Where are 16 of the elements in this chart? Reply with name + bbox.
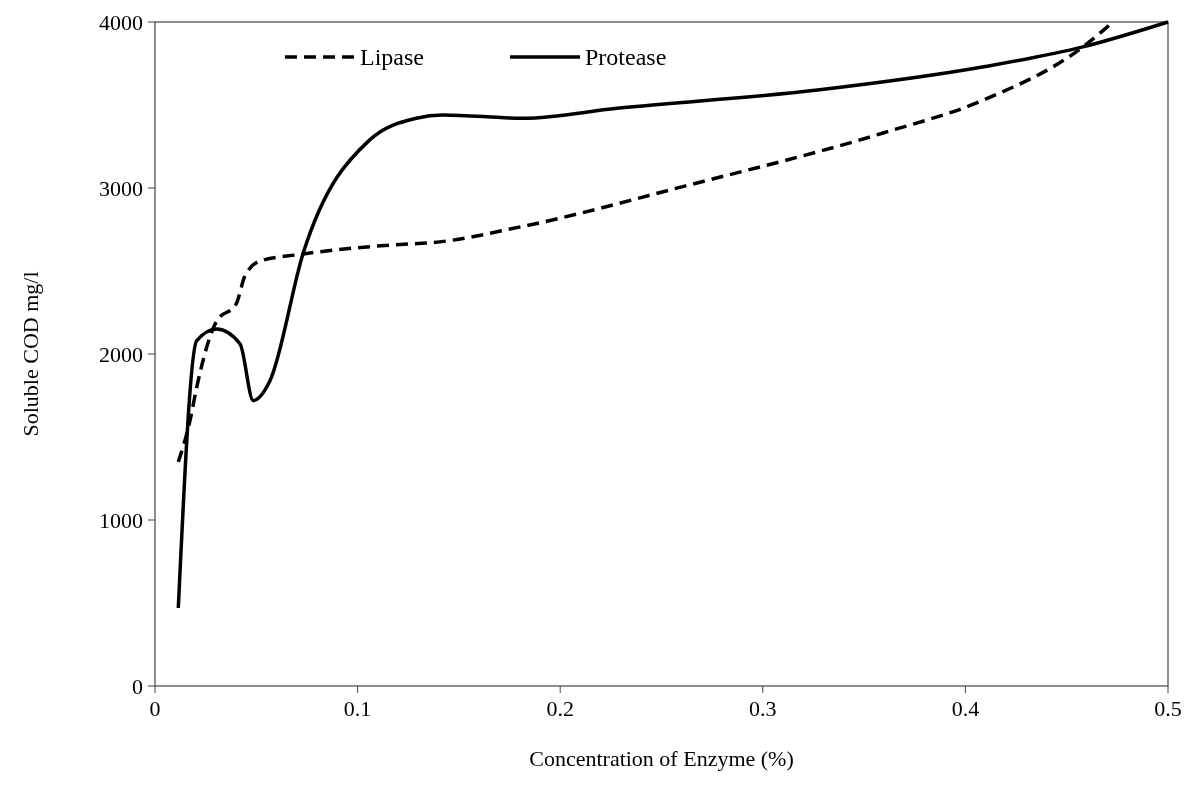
legend-label: Lipase (360, 44, 424, 71)
x-tick-label: 0.5 (1154, 696, 1182, 721)
y-tick-label: 0 (132, 673, 143, 699)
legend-label: Protease (585, 44, 667, 71)
x-axis-title: Concentration of Enzyme (%) (529, 746, 794, 771)
y-tick-label: 2000 (99, 341, 143, 367)
line-series (176, 20, 1170, 610)
x-tick-label: 0 (149, 696, 161, 721)
x-tick-label: 0.2 (546, 696, 574, 721)
y-axis-title: Soluble COD mg/l (18, 271, 43, 437)
y-tick-label: 3000 (99, 175, 143, 201)
y-tick-label: 1000 (99, 507, 143, 533)
x-tick-label: 0.4 (951, 696, 980, 721)
y-tick-label: 4000 (99, 9, 143, 35)
x-tick-label: 0.1 (343, 696, 372, 721)
x-tick-label: 0.3 (749, 696, 777, 721)
